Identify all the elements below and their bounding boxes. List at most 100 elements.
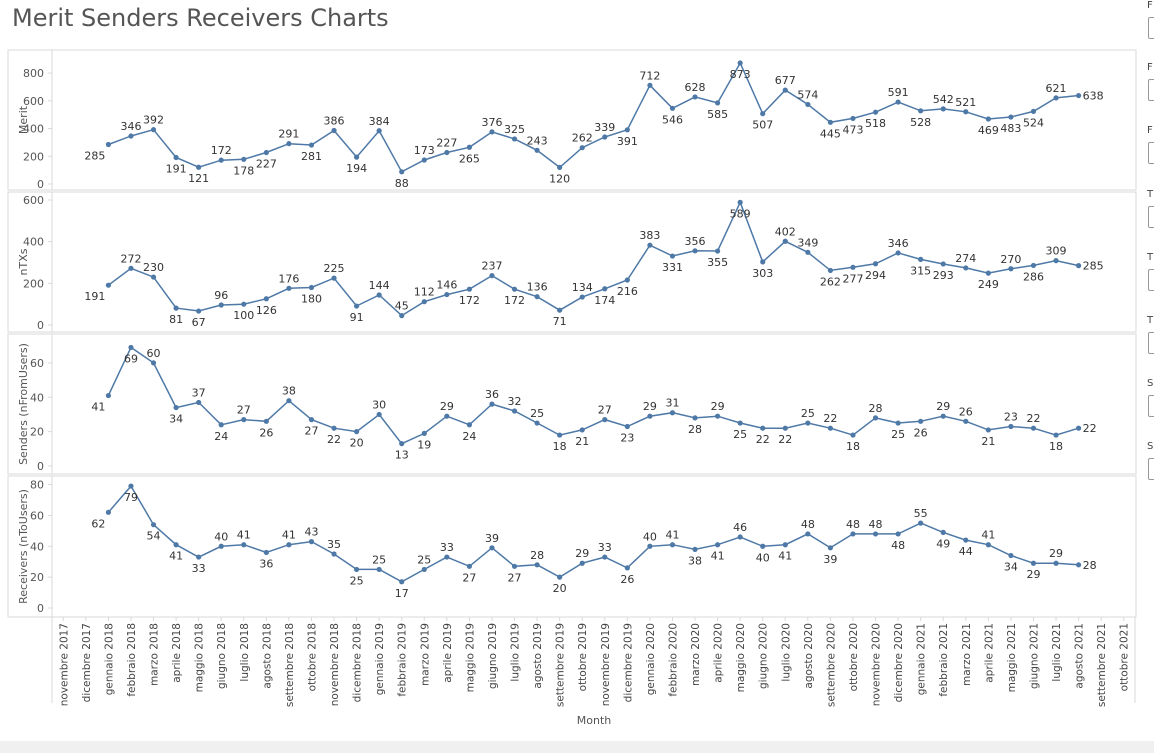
data-point[interactable] bbox=[511, 136, 518, 142]
data-point[interactable] bbox=[286, 141, 292, 147]
data-point[interactable] bbox=[1075, 92, 1082, 99]
data-point[interactable] bbox=[850, 432, 856, 438]
data-point[interactable] bbox=[218, 302, 224, 308]
data-point[interactable] bbox=[1030, 560, 1037, 566]
data-point[interactable] bbox=[1053, 432, 1059, 438]
data-point[interactable] bbox=[760, 543, 766, 549]
filter-dropdown[interactable] bbox=[1148, 458, 1154, 480]
data-point[interactable] bbox=[331, 551, 337, 557]
data-point[interactable] bbox=[1008, 114, 1014, 120]
data-point[interactable] bbox=[805, 101, 811, 108]
data-point[interactable] bbox=[308, 539, 315, 545]
data-point[interactable] bbox=[602, 417, 608, 423]
data-point[interactable] bbox=[534, 294, 540, 300]
data-point[interactable] bbox=[173, 305, 179, 311]
data-point[interactable] bbox=[376, 292, 382, 298]
data-point[interactable] bbox=[782, 87, 788, 93]
data-point[interactable] bbox=[850, 115, 856, 122]
data-point[interactable] bbox=[714, 100, 721, 106]
data-point[interactable] bbox=[557, 574, 563, 580]
data-point[interactable] bbox=[376, 128, 382, 134]
data-point[interactable] bbox=[760, 111, 766, 117]
data-point[interactable] bbox=[466, 563, 473, 569]
data-point[interactable] bbox=[286, 398, 292, 404]
data-point[interactable] bbox=[737, 534, 743, 540]
data-point[interactable] bbox=[737, 420, 743, 426]
data-point[interactable] bbox=[940, 529, 946, 535]
data-point[interactable] bbox=[760, 425, 766, 431]
data-point[interactable] bbox=[895, 99, 901, 105]
data-point[interactable] bbox=[624, 565, 630, 571]
data-point[interactable] bbox=[150, 360, 157, 366]
filter-dropdown[interactable] bbox=[1148, 17, 1154, 39]
data-point[interactable] bbox=[263, 549, 269, 556]
data-point[interactable] bbox=[692, 415, 698, 421]
data-point[interactable] bbox=[557, 307, 563, 313]
data-point[interactable] bbox=[805, 420, 811, 426]
data-point[interactable] bbox=[850, 531, 856, 537]
data-point[interactable] bbox=[444, 291, 450, 298]
data-point[interactable] bbox=[1030, 108, 1037, 114]
data-point[interactable] bbox=[331, 425, 337, 431]
data-point[interactable] bbox=[602, 134, 608, 140]
data-point[interactable] bbox=[737, 60, 743, 66]
data-point[interactable] bbox=[647, 413, 653, 419]
data-point[interactable] bbox=[444, 413, 450, 419]
data-point[interactable] bbox=[308, 142, 315, 148]
data-point[interactable] bbox=[805, 249, 811, 255]
data-point[interactable] bbox=[647, 82, 653, 88]
data-point[interactable] bbox=[692, 94, 698, 100]
data-point[interactable] bbox=[940, 106, 946, 112]
data-point[interactable] bbox=[196, 399, 202, 406]
data-point[interactable] bbox=[444, 554, 450, 560]
data-point[interactable] bbox=[534, 147, 540, 153]
data-point[interactable] bbox=[985, 116, 991, 122]
data-point[interactable] bbox=[669, 105, 676, 111]
data-point[interactable] bbox=[241, 417, 247, 423]
data-point[interactable] bbox=[827, 545, 834, 551]
data-point[interactable] bbox=[872, 261, 879, 267]
data-point[interactable] bbox=[1008, 423, 1014, 430]
data-point[interactable] bbox=[376, 566, 382, 573]
data-point[interactable] bbox=[173, 154, 179, 161]
data-point[interactable] bbox=[805, 531, 811, 537]
data-point[interactable] bbox=[963, 109, 969, 115]
data-point[interactable] bbox=[714, 413, 721, 419]
data-point[interactable] bbox=[218, 157, 224, 163]
data-point[interactable] bbox=[985, 427, 991, 433]
data-point[interactable] bbox=[218, 543, 224, 549]
data-point[interactable] bbox=[918, 418, 924, 424]
data-point[interactable] bbox=[579, 145, 585, 151]
data-point[interactable] bbox=[399, 441, 405, 447]
data-point[interactable] bbox=[692, 248, 698, 254]
data-point[interactable] bbox=[963, 418, 969, 424]
data-point[interactable] bbox=[1053, 95, 1059, 101]
data-point[interactable] bbox=[895, 531, 901, 537]
data-point[interactable] bbox=[714, 542, 721, 548]
data-point[interactable] bbox=[534, 562, 540, 568]
data-point[interactable] bbox=[263, 149, 269, 156]
data-point[interactable] bbox=[466, 422, 473, 428]
data-point[interactable] bbox=[173, 404, 179, 411]
data-point[interactable] bbox=[105, 282, 112, 288]
data-point[interactable] bbox=[489, 401, 495, 407]
data-point[interactable] bbox=[331, 275, 337, 281]
data-point[interactable] bbox=[872, 415, 879, 421]
data-point[interactable] bbox=[511, 286, 518, 292]
data-point[interactable] bbox=[511, 563, 518, 569]
data-point[interactable] bbox=[196, 164, 202, 170]
data-point[interactable] bbox=[714, 248, 721, 254]
data-point[interactable] bbox=[624, 127, 630, 133]
data-point[interactable] bbox=[286, 285, 292, 291]
data-point[interactable] bbox=[918, 108, 924, 114]
data-point[interactable] bbox=[940, 413, 946, 419]
data-point[interactable] bbox=[1053, 560, 1059, 566]
data-point[interactable] bbox=[263, 418, 269, 424]
data-point[interactable] bbox=[1075, 263, 1082, 269]
data-point[interactable] bbox=[827, 425, 834, 431]
data-point[interactable] bbox=[669, 410, 676, 416]
data-point[interactable] bbox=[331, 127, 337, 134]
data-point[interactable] bbox=[421, 157, 427, 163]
filter-dropdown[interactable] bbox=[1148, 79, 1154, 101]
data-point[interactable] bbox=[105, 509, 112, 515]
